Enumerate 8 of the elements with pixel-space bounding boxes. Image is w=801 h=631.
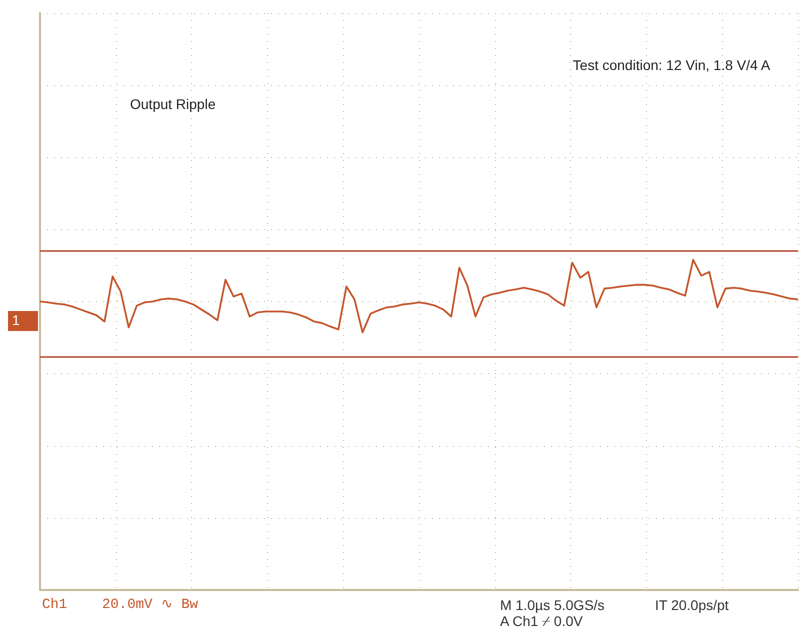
- text: IT 20.0ps/pt: [655, 597, 729, 613]
- text: M 1.0µs 5.0GS/s: [500, 597, 605, 613]
- text: Output Ripple: [130, 96, 216, 112]
- text: 1: [12, 312, 20, 328]
- text: A Ch1 ⌿ 0.0V: [500, 613, 584, 629]
- text: 20.0mV ∿ Bw: [102, 597, 199, 613]
- text: Test condition: 12 Vin, 1.8 V/4 A: [572, 57, 771, 73]
- text: Ch1: [42, 597, 68, 613]
